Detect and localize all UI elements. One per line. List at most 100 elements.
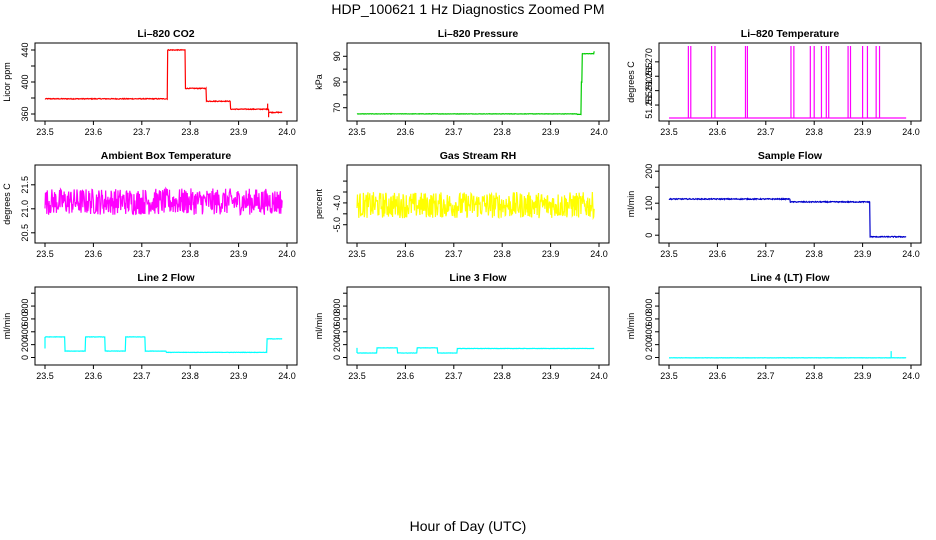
x-tick-label: 23.9: [854, 127, 872, 137]
x-tick-label: 23.5: [660, 249, 678, 259]
series-line: [356, 191, 595, 221]
y-tick-label: 0: [332, 355, 342, 360]
y-tick-label: 360: [20, 106, 30, 121]
chart-box_temp: Ambient Box Temperature degrees C 23.5 23.6…: [2, 150, 298, 259]
series-line: [44, 186, 283, 216]
x-tick-label: 23.5: [660, 127, 678, 137]
x-tick-label: 23.5: [348, 127, 366, 137]
y-axis-label: degrees C: [2, 183, 12, 225]
x-tick-label: 23.8: [493, 371, 511, 381]
chart-line4_flow: Line 4 (LT) Flow ml/min 23.5 23.6 23.7 23.8 23…: [626, 272, 922, 381]
x-tick-label: 23.6: [85, 249, 103, 259]
y-tick-label: -5.0: [332, 217, 342, 233]
chart-title: Li–820 Temperature: [741, 28, 840, 40]
y-tick-label: 200: [20, 337, 30, 352]
y-tick-label: 200: [644, 164, 654, 179]
y-axis-label: ml/min: [314, 313, 324, 340]
chart-line2_flow: Line 2 Flow ml/min 23.5 23.6 23.7 23.8 23.9 24.…: [2, 272, 298, 381]
y-tick-label: 440: [20, 42, 30, 57]
x-tick-label: 23.5: [348, 371, 366, 381]
x-tick-label: 23.9: [542, 371, 560, 381]
x-tick-label: 23.6: [85, 371, 103, 381]
y-tick-label: 70: [332, 103, 342, 113]
chart-title: Line 2 Flow: [137, 272, 195, 284]
x-tick-label: 23.6: [397, 249, 415, 259]
x-tick-label: 23.5: [348, 249, 366, 259]
x-tick-label: 23.7: [133, 371, 151, 381]
y-axis-label: kPa: [314, 74, 324, 90]
x-tick-label: 23.7: [445, 249, 463, 259]
plot-frame: [346, 42, 610, 122]
y-tick-label: 100: [644, 196, 654, 211]
x-tick-label: 23.8: [181, 127, 199, 137]
x-tick-label: 23.6: [85, 127, 103, 137]
chart-title: Sample Flow: [758, 150, 823, 162]
series-line: [669, 46, 907, 119]
y-tick-label: 400: [20, 74, 30, 89]
x-tick-label: 24.0: [278, 371, 296, 381]
plot-frame: [346, 164, 610, 244]
x-tick-label: 23.6: [397, 127, 415, 137]
chart-sample_flow: Sample Flow ml/min 23.5 23.6 23.7 23.8 23.9 24.…: [626, 150, 922, 259]
x-tick-label: 23.9: [542, 127, 560, 137]
chart-co2: Li–820 CO2 Licor ppm 23.5 23.6 23.7 23.8 23.9 2…: [2, 28, 298, 137]
y-axis-label: percent: [314, 188, 324, 219]
series-line: [356, 51, 595, 116]
y-tick-label: 51.260: [644, 77, 654, 105]
y-axis-label: Licor ppm: [2, 62, 12, 102]
x-tick-label: 23.6: [709, 371, 727, 381]
x-tick-label: 23.6: [397, 371, 415, 381]
x-tick-label: 23.5: [36, 371, 54, 381]
x-tick-label: 23.9: [854, 371, 872, 381]
series-line: [356, 347, 595, 354]
x-tick-label: 23.8: [181, 249, 199, 259]
x-tick-label: 23.9: [542, 249, 560, 259]
x-tick-label: 23.5: [36, 249, 54, 259]
plot-frame: [658, 42, 922, 122]
x-tick-label: 23.9: [854, 249, 872, 259]
series-line: [44, 48, 283, 118]
x-tick-label: 23.8: [181, 371, 199, 381]
x-tick-label: 23.5: [36, 127, 54, 137]
y-tick-label: 600: [20, 311, 30, 326]
chart-pressure: Li–820 Pressure kPa 23.5 23.6 23.7 23.8 23.9 24…: [314, 28, 610, 137]
y-tick-label: -4.0: [332, 195, 342, 211]
figure-title: HDP_100621 1 Hz Diagnostics Zoomed PM: [331, 1, 605, 17]
x-tick-label: 23.7: [445, 127, 463, 137]
y-axis-label: ml/min: [626, 191, 636, 218]
y-tick-label: 200: [332, 337, 342, 352]
x-tick-label: 23.9: [230, 249, 248, 259]
y-tick-label: 200: [644, 337, 654, 352]
x-tick-label: 23.8: [493, 249, 511, 259]
y-tick-label: 800: [644, 299, 654, 314]
series-line: [668, 197, 907, 239]
y-tick-label: 0: [644, 233, 654, 238]
x-tick-label: 24.0: [590, 371, 608, 381]
y-tick-label: 20.5: [20, 224, 30, 242]
y-tick-label: 400: [644, 324, 654, 339]
x-tick-label: 23.8: [805, 127, 823, 137]
chart-title: Ambient Box Temperature: [101, 150, 232, 162]
y-axis-label: ml/min: [626, 313, 636, 340]
y-tick-label: 51.265: [644, 62, 654, 90]
chart-rh: Gas Stream RH percent 23.5 23.6 23.7 23.8 23.9…: [314, 150, 610, 259]
x-tick-label: 24.0: [902, 127, 920, 137]
chart-line3_flow: Line 3 Flow ml/min 23.5 23.6 23.7 23.8 23.9 24.…: [314, 272, 610, 381]
x-tick-label: 23.6: [709, 249, 727, 259]
y-axis-label: degrees C: [626, 61, 636, 103]
x-tick-label: 24.0: [278, 127, 296, 137]
y-tick-label: 0: [20, 355, 30, 360]
series-line: [44, 336, 283, 354]
y-tick-label: 21.5: [20, 176, 30, 194]
x-tick-label: 23.7: [445, 371, 463, 381]
y-tick-label: 90: [332, 51, 342, 61]
chart-licor_temp: Li–820 Temperature degrees C 23.5 23.6 23.7 2…: [626, 28, 922, 137]
plot-frame: [346, 286, 610, 366]
y-tick-label: 0: [644, 355, 654, 360]
x-tick-label: 23.9: [230, 371, 248, 381]
x-tick-label: 23.7: [757, 127, 775, 137]
x-tick-label: 23.9: [230, 127, 248, 137]
x-tick-label: 23.8: [805, 249, 823, 259]
y-tick-label: 400: [332, 324, 342, 339]
